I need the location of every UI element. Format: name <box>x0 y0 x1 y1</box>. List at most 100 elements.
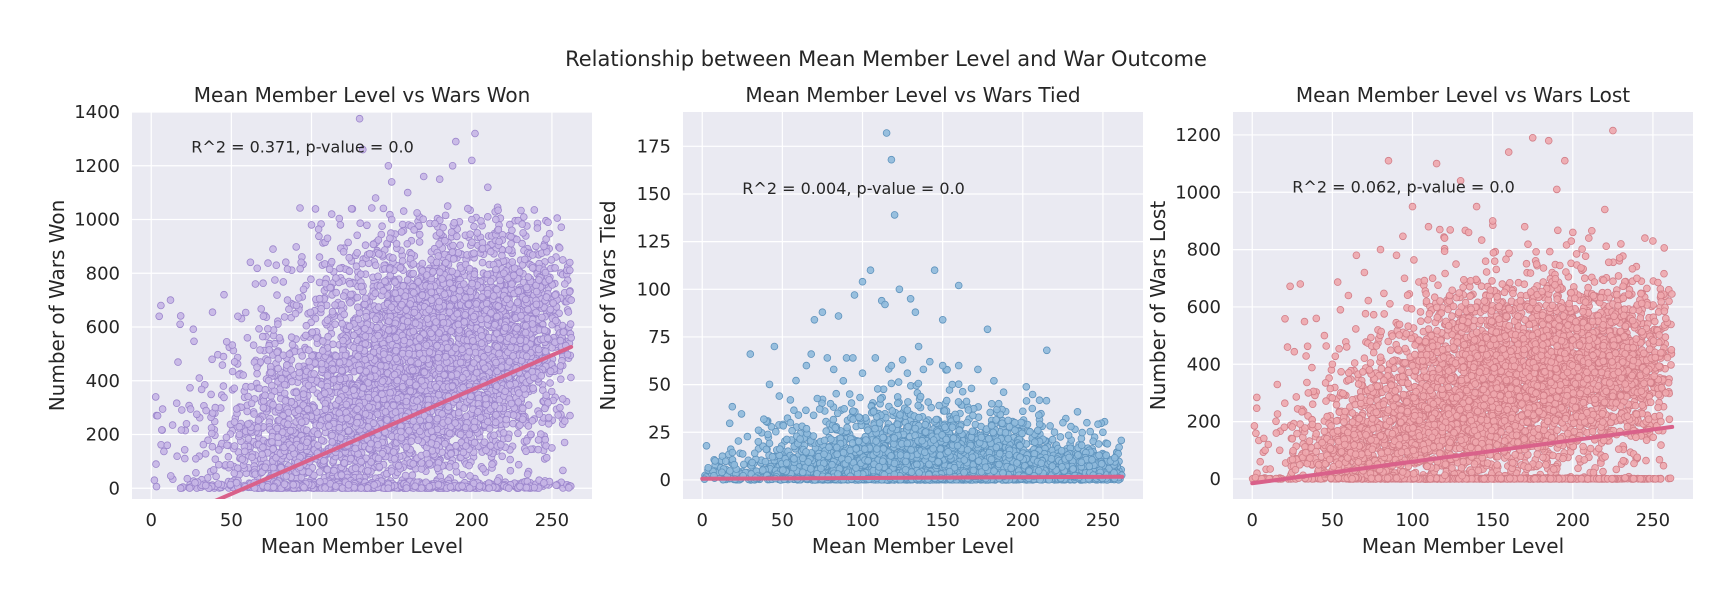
scatter-point <box>405 426 413 435</box>
scatter-point <box>433 464 442 473</box>
scatter-point <box>441 211 450 220</box>
scatter-point <box>392 354 400 363</box>
scatter-point <box>308 328 317 337</box>
scatter-point <box>416 416 424 425</box>
scatter-point <box>448 267 456 276</box>
scatter-point <box>374 440 382 449</box>
scatter-point <box>402 397 411 406</box>
scatter-point <box>383 416 391 424</box>
scatter-point <box>381 277 389 286</box>
scatter-point <box>220 290 228 299</box>
scatter-point <box>296 264 305 273</box>
scatter-point <box>267 368 275 377</box>
scatter-point <box>248 453 256 462</box>
scatter-point <box>445 279 454 287</box>
scatter-point <box>390 455 399 463</box>
scatter-point <box>400 336 409 345</box>
scatter-point <box>219 352 228 361</box>
scatter-point <box>447 449 455 458</box>
scatter-point <box>478 258 487 267</box>
scatter-point <box>307 275 315 284</box>
scatter-point <box>294 406 303 414</box>
scatter-point <box>488 460 496 469</box>
scatter-point <box>215 446 223 454</box>
scatter-point <box>327 210 336 218</box>
scatter-point <box>193 410 201 419</box>
scatter-point <box>292 301 301 310</box>
scatter-point <box>454 320 463 329</box>
scatter-point <box>374 236 383 244</box>
scatter-point <box>381 408 390 416</box>
scatter-point <box>353 405 362 414</box>
scatter-point <box>339 336 347 345</box>
scatter-point <box>406 300 415 308</box>
scatter-point <box>506 455 515 464</box>
scatter-point <box>365 249 374 258</box>
scatter-point <box>334 396 343 404</box>
scatter-point <box>274 364 282 373</box>
scatter-point <box>324 413 333 422</box>
scatter-point <box>271 276 279 284</box>
scatter-point <box>320 389 329 398</box>
scatter-point <box>375 462 384 471</box>
scatter-point <box>354 352 362 361</box>
scatter-point <box>344 426 353 435</box>
scatter-point <box>185 484 194 492</box>
scatter-point <box>332 288 341 297</box>
scatter-point <box>494 206 502 215</box>
scatter-point <box>268 438 276 446</box>
scatter-point <box>378 377 387 386</box>
scatter-point <box>321 405 330 414</box>
scatter-point <box>331 320 339 329</box>
scatter-point <box>337 300 346 309</box>
scatter-point <box>441 236 449 245</box>
scatter-point <box>427 329 435 338</box>
scatter-point <box>315 232 323 241</box>
scatter-point <box>325 421 333 430</box>
scatter-point <box>361 294 370 303</box>
scatter-point <box>434 353 442 362</box>
scatter-point <box>303 405 312 414</box>
scatter-point <box>459 383 467 392</box>
scatter-point <box>417 376 426 385</box>
scatter-point <box>544 413 553 422</box>
scatter-point <box>244 420 252 428</box>
scatter-point <box>344 238 352 247</box>
scatter-point <box>244 392 252 401</box>
scatter-point <box>296 204 304 212</box>
scatter-point <box>328 431 336 440</box>
scatter-point <box>374 272 382 281</box>
scatter-point <box>417 459 426 467</box>
scatter-point <box>247 399 256 408</box>
scatter-point <box>435 329 443 337</box>
scatter-point <box>328 438 337 446</box>
scatter-point <box>261 391 269 400</box>
scatter-point <box>546 379 554 387</box>
scatter-point <box>439 223 447 232</box>
scatter-point <box>222 433 231 442</box>
scatter-point <box>409 460 418 468</box>
scatter-point <box>279 278 288 286</box>
scatter-point <box>374 331 382 340</box>
scatter-point <box>356 270 365 279</box>
scatter-point <box>397 433 406 442</box>
scatter-point <box>399 207 408 215</box>
scatter-point <box>389 254 397 262</box>
scatter-point <box>285 350 294 358</box>
scatter-point <box>371 315 380 324</box>
scatter-point <box>353 293 362 302</box>
scatter-point <box>294 294 303 302</box>
scatter-point <box>523 470 532 479</box>
scatter-point <box>192 468 200 477</box>
scatter-point <box>398 220 407 229</box>
scatter-point <box>335 358 344 367</box>
scatter-point <box>402 443 411 452</box>
scatter-point <box>201 449 210 458</box>
scatter-point <box>280 313 289 321</box>
scatter-point <box>386 234 394 243</box>
scatter-point <box>346 298 354 307</box>
scatter-point <box>435 297 444 306</box>
scatter-point <box>332 274 340 282</box>
scatter-point <box>254 416 263 425</box>
scatter-point <box>375 250 383 258</box>
